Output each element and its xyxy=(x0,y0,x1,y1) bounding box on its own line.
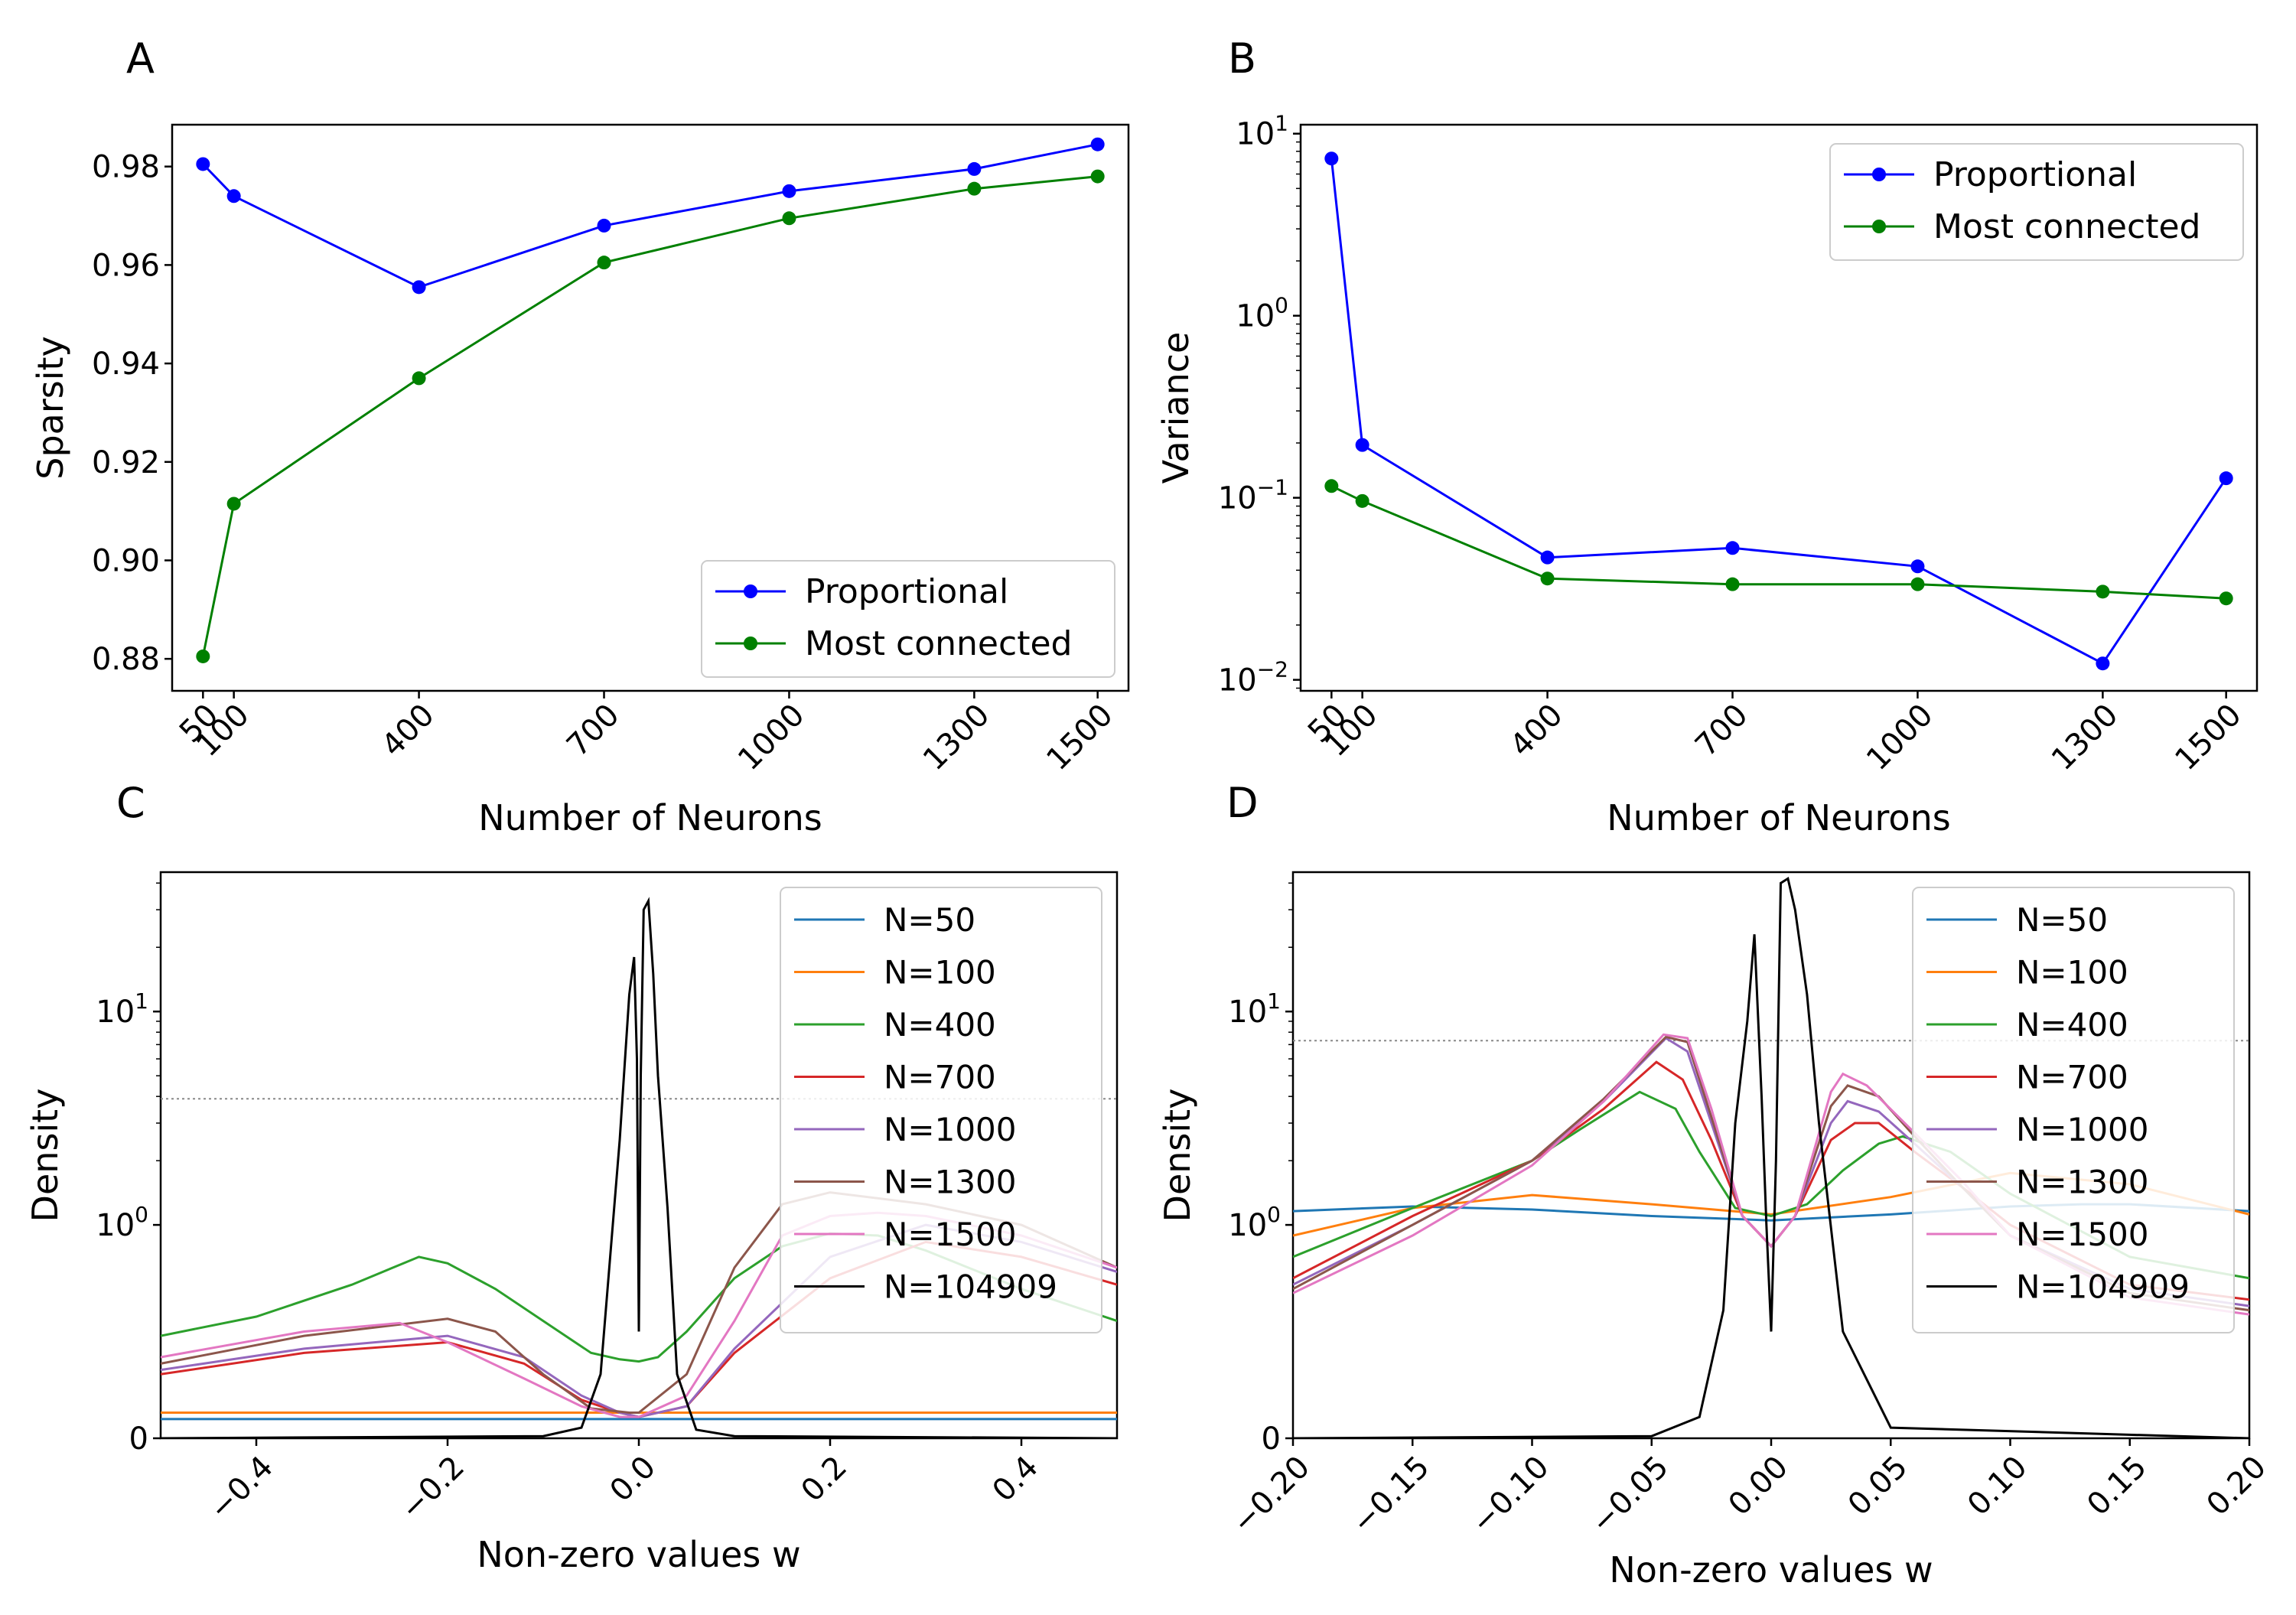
data-point xyxy=(967,161,982,176)
legend-box xyxy=(1912,887,2235,1333)
data-point xyxy=(597,256,611,270)
data-point xyxy=(1910,559,1925,574)
y-tick-label: 0 xyxy=(1262,1421,1281,1457)
legend-label: N=1000 xyxy=(884,1111,1017,1148)
data-point xyxy=(2096,656,2110,671)
panel-a-chart: Number of Neurons Sparsity 0.88 0.90 0.92 0.9… xyxy=(30,123,1130,838)
data-point xyxy=(226,497,241,511)
legend-label: Proportional xyxy=(1933,155,2137,194)
data-point xyxy=(1355,493,1369,508)
legend-label: N=104909 xyxy=(2016,1268,2190,1306)
data-point xyxy=(597,218,611,233)
x-axis-label-a: Number of Neurons xyxy=(478,797,822,838)
legend-marker xyxy=(744,584,757,598)
y-tick-label: 0.90 xyxy=(92,543,160,578)
legend-label: N=100 xyxy=(884,954,996,991)
data-point xyxy=(967,181,982,196)
legend-label: Most connected xyxy=(805,624,1072,663)
legend-label: N=700 xyxy=(2016,1059,2128,1096)
data-point xyxy=(226,189,241,204)
y-tick-label: 101 xyxy=(96,988,148,1030)
data-point xyxy=(2219,471,2233,486)
data-point xyxy=(196,157,210,171)
legend-marker xyxy=(1872,168,1886,181)
data-point xyxy=(1910,577,1925,591)
data-point xyxy=(1355,438,1369,452)
legend-box xyxy=(780,887,1102,1333)
legend-label: N=50 xyxy=(884,901,975,939)
legend-label: N=1300 xyxy=(2016,1164,2149,1201)
legend-label: N=1500 xyxy=(884,1216,1017,1253)
legend-label: N=400 xyxy=(884,1006,996,1044)
y-tick-label: 0.88 xyxy=(92,642,160,677)
data-point xyxy=(2096,584,2110,599)
legend-label: Proportional xyxy=(805,572,1008,611)
y-axis-label-c: Density xyxy=(24,1089,66,1223)
legend-label: N=700 xyxy=(884,1059,996,1096)
legend-box xyxy=(701,560,1115,678)
y-tick-label: 0.96 xyxy=(92,248,160,283)
plot-frame-a xyxy=(171,123,1130,692)
data-point xyxy=(1090,137,1105,151)
legend-box xyxy=(1829,143,2244,261)
series-line-7 xyxy=(161,897,1117,1438)
series-line-7 xyxy=(1293,877,2249,1438)
data-point xyxy=(1324,151,1339,166)
data-point xyxy=(782,184,796,198)
data-point xyxy=(412,280,426,295)
panel-label-a: A xyxy=(126,34,155,83)
panel-label-b: B xyxy=(1228,34,1256,83)
y-tick-label: 0 xyxy=(129,1421,148,1457)
data-point xyxy=(1324,479,1339,493)
y-tick-label: 0.94 xyxy=(92,347,160,382)
y-axis-label-d: Density xyxy=(1157,1089,1198,1223)
data-point xyxy=(782,211,796,226)
data-point xyxy=(1540,571,1555,586)
plot-frame-b xyxy=(1299,123,2259,692)
data-point xyxy=(1725,541,1740,555)
legend-label: N=50 xyxy=(2016,901,2108,939)
y-tick-label: 100 xyxy=(96,1202,148,1243)
legend-label: N=1500 xyxy=(2016,1216,2149,1253)
panel-label-d: D xyxy=(1226,779,1259,827)
legend-label: N=104909 xyxy=(884,1268,1057,1306)
data-point xyxy=(196,649,210,663)
x-axis-label-b: Number of Neurons xyxy=(1607,797,1950,838)
data-point xyxy=(1725,577,1740,591)
data-point xyxy=(1540,550,1555,565)
y-axis-label-a: Sparsity xyxy=(30,336,71,480)
data-point xyxy=(2219,591,2233,606)
legend-label: N=1300 xyxy=(884,1164,1017,1201)
y-tick-label: 0.92 xyxy=(92,445,160,480)
legend-label: N=400 xyxy=(2016,1006,2128,1044)
y-axis-label-b: Variance xyxy=(1155,332,1197,484)
data-point xyxy=(1090,169,1105,184)
legend-marker xyxy=(744,637,757,650)
data-point xyxy=(412,371,426,386)
legend-label: Most connected xyxy=(1933,207,2200,246)
panel-label-c: C xyxy=(116,779,145,827)
legend-marker xyxy=(1872,220,1886,233)
y-tick-label: 0.98 xyxy=(92,150,160,185)
legend-label: N=1000 xyxy=(2016,1111,2149,1148)
x-axis-label-d: Non-zero values w xyxy=(1609,1549,1933,1591)
legend-label: N=100 xyxy=(2016,954,2128,991)
x-axis-label-c: Non-zero values w xyxy=(477,1534,800,1575)
